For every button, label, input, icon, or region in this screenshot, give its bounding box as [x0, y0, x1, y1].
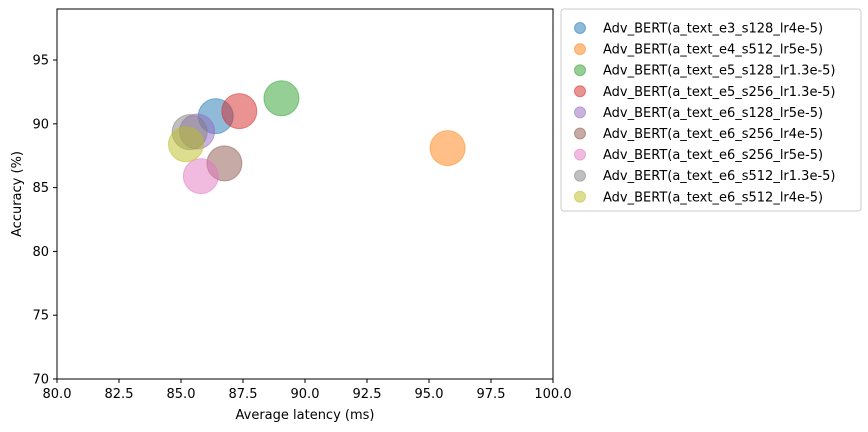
x-tick-label: 100.0	[534, 387, 571, 402]
data-points	[167, 80, 466, 195]
legend-label: Adv_BERT(a_text_e3_s128_lr4e-5)	[603, 22, 823, 37]
legend-marker	[574, 43, 586, 56]
y-tick-label: 95	[32, 54, 49, 69]
legend-label: Adv_BERT(a_text_e4_s512_lr5e-5)	[603, 43, 823, 58]
legend-marker	[574, 64, 586, 77]
data-point	[429, 130, 466, 167]
data-point	[167, 126, 204, 163]
x-tick-label: 87.5	[229, 387, 258, 402]
x-tick-label: 95.0	[415, 387, 444, 402]
y-axis-ticks: 70 75 80 85 90 95	[32, 54, 57, 388]
legend-label: Adv_BERT(a_text_e6_s256_lr5e-5)	[603, 148, 823, 163]
x-tick-label: 82.5	[105, 387, 134, 402]
legend-marker	[574, 106, 586, 119]
data-point	[221, 93, 258, 130]
legend-marker	[574, 85, 586, 98]
legend-marker	[574, 169, 586, 182]
legend-marker	[574, 190, 586, 203]
x-tick-label: 92.5	[353, 387, 382, 402]
legend-label: Adv_BERT(a_text_e6_s512_lr4e-5)	[603, 190, 823, 205]
legend-box	[560, 8, 862, 212]
x-axis-ticks: 80.0 82.5 85.0 87.5 90.0 92.5 95.0 97.5 100.0	[43, 379, 572, 402]
x-tick-label: 85.0	[167, 387, 196, 402]
y-tick-label: 90	[32, 117, 49, 132]
x-axis-label: Average latency (ms)	[236, 408, 375, 423]
legend-marker	[574, 127, 586, 140]
legend-label: Adv_BERT(a_text_e5_s128_lr1.3e-5)	[603, 64, 835, 79]
x-tick-label: 80.0	[43, 387, 72, 402]
legend-marker	[574, 22, 586, 34]
x-tick-label: 97.5	[477, 387, 506, 402]
data-point	[263, 80, 300, 117]
y-tick-label: 70	[32, 373, 49, 388]
legend: Adv_BERT(a_text_e3_s128_lr4e-5) Adv_BERT(…	[560, 8, 862, 212]
data-point	[182, 158, 219, 195]
y-tick-label: 85	[32, 181, 49, 196]
y-tick-label: 75	[32, 309, 49, 324]
legend-marker	[574, 148, 586, 161]
legend-label: Adv_BERT(a_text_e6_s256_lr4e-5)	[603, 127, 823, 142]
y-tick-label: 80	[32, 245, 49, 260]
x-tick-label: 90.0	[291, 387, 320, 402]
y-axis-label: Accuracy (%)	[10, 151, 25, 237]
legend-label: Adv_BERT(a_text_e6_s512_lr1.3e-5)	[603, 169, 835, 184]
legend-label: Adv_BERT(a_text_e6_s128_lr5e-5)	[603, 106, 823, 121]
legend-label: Adv_BERT(a_text_e5_s256_lr1.3e-5)	[603, 85, 835, 100]
